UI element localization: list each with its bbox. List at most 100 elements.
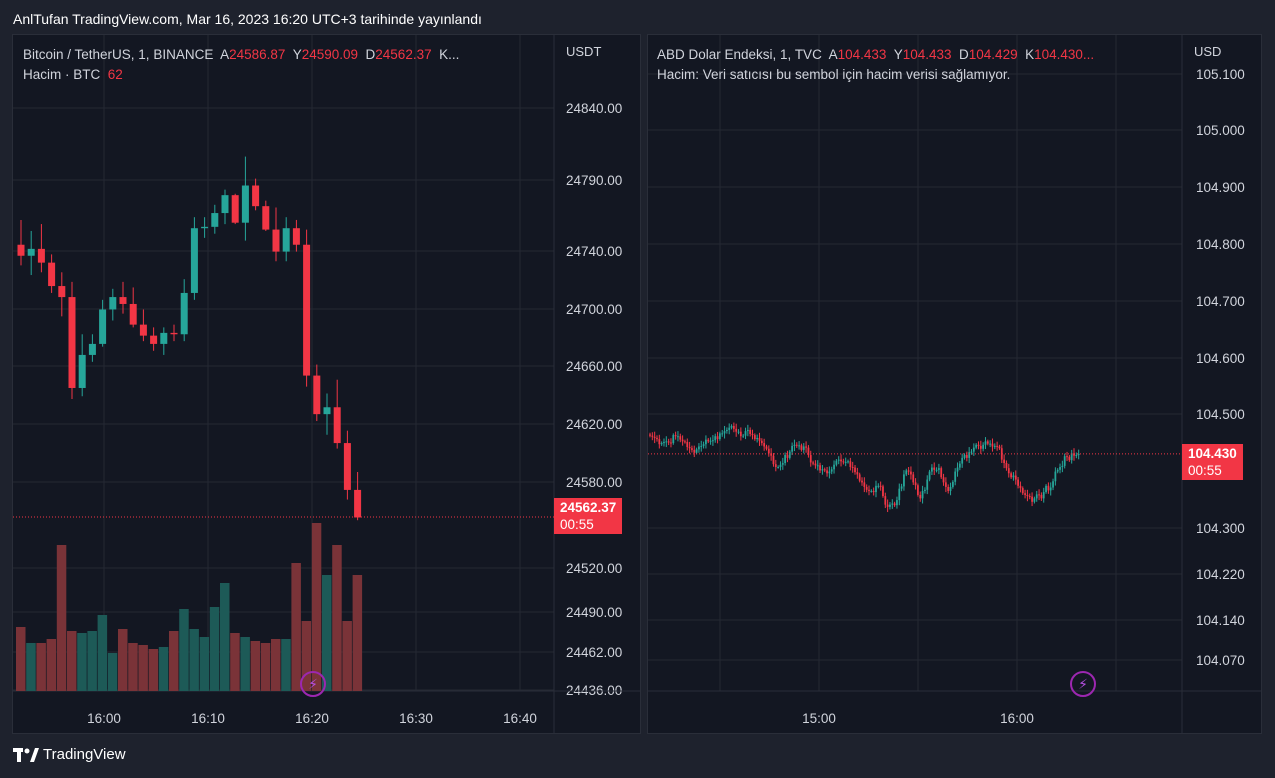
publisher-line: AnlTufan TradingView.com, Mar 16, 2023 1… <box>13 11 482 27</box>
y-tick-label: 105.000 <box>1196 123 1245 138</box>
bitcoin-chart-panel[interactable]: 24840.00 24790.00 24740.00 24700.00 24660.00… <box>12 34 641 734</box>
candle-body <box>986 441 989 444</box>
y-tick-label: 104.500 <box>1196 407 1245 422</box>
candle-body <box>802 446 805 450</box>
y-tick-label: 104.800 <box>1196 237 1245 252</box>
candle-body <box>767 448 770 454</box>
candle-body <box>333 407 341 444</box>
candle-body <box>989 443 992 445</box>
candle-body <box>963 455 966 458</box>
candle-body <box>201 226 209 229</box>
candle-body <box>681 439 684 442</box>
candle-body <box>1024 493 1026 495</box>
high-label: Y <box>893 47 903 62</box>
candle-body <box>170 332 178 335</box>
lightning-icon[interactable]: ⚡ <box>1070 671 1096 697</box>
low-label: D <box>959 47 969 62</box>
candle-body <box>354 489 362 518</box>
volume-bar <box>240 637 250 691</box>
candle-body <box>807 447 810 456</box>
candle-body <box>716 436 719 440</box>
candle-body <box>190 228 198 293</box>
candle-body <box>944 482 947 487</box>
candle-body <box>1003 459 1006 464</box>
dxy-legend: ABD Dolar Endeksi, 1, TVC A104.433 Y104.… <box>657 47 1094 62</box>
candle-body <box>930 467 933 472</box>
volume-bar <box>209 607 220 691</box>
dxy-chart-panel[interactable]: 105.100 105.000 104.900 104.800 104.700 104.6… <box>647 34 1262 734</box>
candle-body <box>677 436 679 438</box>
volume-bar <box>250 641 261 691</box>
candle-body <box>956 467 959 472</box>
candle-body <box>684 441 686 443</box>
close-label: K... <box>439 47 460 62</box>
candle-body <box>732 425 735 429</box>
candle-body <box>958 463 961 468</box>
candle-body <box>993 445 996 447</box>
candle-body <box>1007 468 1010 474</box>
volume-bar <box>36 643 46 691</box>
tradingview-logo-icon[interactable] <box>13 747 39 762</box>
candle-body <box>900 486 903 489</box>
x-tick-label: 15:00 <box>802 711 836 726</box>
candle-body <box>651 435 654 437</box>
candle-body <box>928 471 931 480</box>
volume-bar <box>220 583 230 691</box>
candle-body <box>865 486 868 490</box>
candle-body <box>844 461 847 463</box>
tradingview-footer: TradingView <box>13 746 126 763</box>
candle-body <box>868 489 870 491</box>
candle-body <box>718 433 721 440</box>
candle-body <box>721 433 724 435</box>
volume-bar <box>56 545 67 691</box>
lightning-icon[interactable]: ⚡ <box>300 671 326 697</box>
candle-body <box>861 480 863 483</box>
candle-body <box>272 229 280 252</box>
candle-body <box>879 485 882 487</box>
volume-bar <box>332 545 342 691</box>
volume-label[interactable]: Hacim · BTC <box>23 67 101 82</box>
candle-body <box>670 442 672 444</box>
candle-body <box>968 452 971 458</box>
candle-body <box>211 213 219 227</box>
volume-bar <box>87 631 97 691</box>
candle-body <box>262 206 270 230</box>
tradingview-brand[interactable]: TradingView <box>43 746 126 763</box>
candle-body <box>1063 456 1066 466</box>
candle-body <box>863 482 866 487</box>
candle-body <box>1038 494 1040 496</box>
bitcoin-symbol[interactable]: Bitcoin / TetherUS, 1, BINANCE <box>23 47 214 62</box>
candle-body <box>674 435 677 437</box>
candle-body <box>751 433 754 436</box>
candle-body <box>1070 453 1073 461</box>
volume-bar <box>179 609 189 691</box>
candle-body <box>779 464 782 468</box>
candle-body <box>1066 456 1068 458</box>
candle-body <box>705 439 707 445</box>
candle-body <box>1077 453 1080 456</box>
bitcoin-chart-canvas[interactable]: 24840.00 24790.00 24740.00 24700.00 24660.00… <box>13 35 640 733</box>
candle-body <box>840 459 842 462</box>
volume-bar <box>107 653 118 691</box>
candle-body <box>749 429 752 434</box>
volume-bar <box>301 621 312 691</box>
candle-body <box>1059 467 1061 470</box>
candle-body <box>886 504 889 507</box>
y-tick-label: 24740.00 <box>566 244 622 259</box>
candle-body <box>688 447 691 449</box>
dxy-chart-canvas[interactable]: 105.100 105.000 104.900 104.800 104.700 104.6… <box>648 35 1261 733</box>
candle-body <box>660 443 663 445</box>
volume-bar <box>281 639 291 691</box>
candle-body <box>781 463 784 465</box>
x-tick-label: 16:30 <box>399 711 433 726</box>
candle-body <box>814 463 817 466</box>
candle-body <box>707 439 710 442</box>
candle-body <box>700 445 703 447</box>
candle-body <box>975 444 978 448</box>
dxy-symbol[interactable]: ABD Dolar Endeksi, 1, TVC <box>657 47 822 62</box>
candle-body <box>875 485 877 493</box>
candle-body <box>984 441 987 445</box>
candle-body <box>965 455 968 458</box>
candle-body <box>982 444 985 449</box>
dxy-volume-note: Hacim: Veri satıcısı bu sembol için haci… <box>657 67 1011 82</box>
